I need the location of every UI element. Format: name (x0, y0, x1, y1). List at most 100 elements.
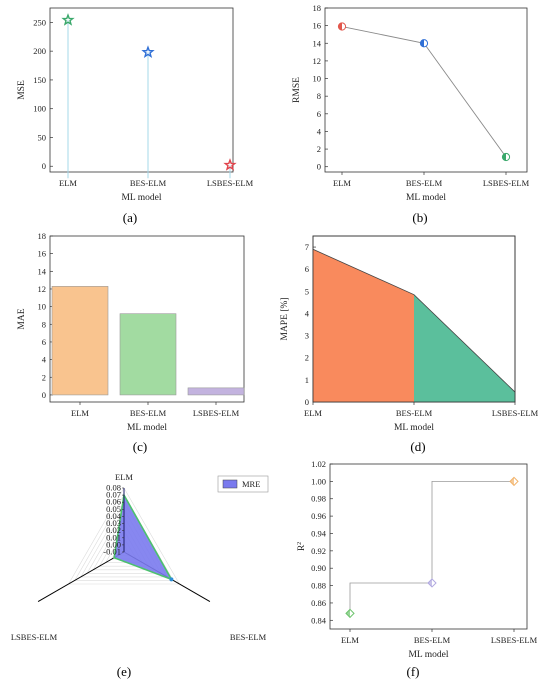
x-tick-label: ELM (59, 178, 77, 188)
plot-frame-top (312, 235, 516, 403)
x-tick-label: ELM (333, 178, 351, 188)
y-tick-label: 2 (42, 372, 46, 382)
y-tick-label: 3 (305, 331, 309, 341)
diamond-marker-fill (346, 609, 350, 618)
radar-spoke (37, 551, 125, 603)
panel-d-mape: 0 1 2 3 4 5 6 7 ELM BES-ELM LSBES-ELM ML model MAPE … (280, 235, 539, 454)
radar-axis-label: BES-ELM (230, 632, 267, 642)
x-tick-label: LSBES-ELM (492, 408, 539, 418)
radar-tick-label: 0.04 (106, 511, 122, 521)
x-axis-label: ML model (408, 650, 448, 660)
y-tick-label: 12 (38, 284, 47, 294)
plot-frame (49, 7, 234, 173)
y-tick-label: 10 (38, 302, 47, 312)
y-tick-label: 0 (317, 162, 321, 172)
x-tick-label: BES-ELM (130, 178, 167, 188)
x-tick-label: LSBES-ELM (207, 178, 254, 188)
y-tick-label: 1 (305, 375, 309, 385)
legend-swatch (222, 479, 238, 489)
y-tick-label: 0.90 (311, 563, 326, 573)
panel-b-rmse: 0 2 4 6 8 10 12 14 16 18 ELM BES-ELM LSBES-ELM ML mod… (292, 3, 530, 225)
y-tick-label: 5 (305, 286, 309, 296)
diamond-marker-fill (510, 477, 514, 486)
y-tick-label: 0.94 (311, 528, 327, 538)
panel-caption: (d) (410, 439, 425, 454)
y-tick-label: 16 (38, 249, 47, 259)
x-tick-label: BES-ELM (414, 635, 451, 645)
area-segment-elm (313, 249, 414, 402)
y-tick-label: 0 (42, 390, 46, 400)
y-tick-label: 4 (317, 126, 322, 136)
y-tick-label: 1.00 (311, 476, 326, 486)
star-marker (223, 158, 237, 171)
y-tick-label: 0.84 (311, 615, 327, 625)
radar-tick-label: 0.07 (106, 490, 121, 500)
radar-axis-label: ELM (115, 472, 133, 482)
y-tick-label: 2 (305, 353, 309, 363)
x-tick-label: LSBES-ELM (483, 178, 530, 188)
x-tick-label: LSBES-ELM (491, 635, 538, 645)
panel-caption: (e) (117, 664, 131, 679)
x-tick-label: ELM (304, 408, 322, 418)
panel-caption: (c) (133, 439, 147, 454)
point-marker-fill (502, 153, 506, 161)
point-marker-fill (420, 39, 424, 47)
panel-f-r2: 0.84 0.86 0.88 0.90 0.92 0.94 0.96 0.98 1.00 1.02… (297, 459, 538, 679)
y-axis-label: MSE (17, 80, 27, 100)
y-tick-label: 12 (313, 56, 322, 66)
x-tick-label: LSBES-ELM (193, 408, 240, 418)
y-tick-label: 0.88 (311, 581, 326, 591)
y-tick-label: 0.92 (311, 546, 326, 556)
panel-a-mse: 0 50 100 150 200 250 ELM BES-ELM LSBES-ELM ML mod… (17, 7, 254, 225)
x-tick-label: BES-ELM (130, 408, 167, 418)
x-tick-label: ELM (341, 635, 359, 645)
y-tick-label: 6 (42, 337, 46, 347)
radar-tick-label: 0.00 (106, 539, 121, 549)
radar-tick-label: 0.02 (106, 525, 121, 535)
y-tick-label: 8 (42, 319, 46, 329)
y-tick-label: 14 (38, 266, 47, 276)
y-tick-label: 10 (313, 74, 322, 84)
panel-caption: (b) (412, 210, 427, 225)
radar-tick-label: 0.03 (106, 518, 121, 528)
y-axis-label: RMSE (292, 77, 302, 103)
y-axis-label: MAE (17, 308, 27, 329)
radar-tick-label: 0.05 (106, 504, 121, 514)
y-tick-label: 150 (33, 75, 46, 85)
panel-c-mae: 0 2 4 6 8 10 12 14 16 18 ELM BES-ELM LSBES-ELM ML mod… (17, 231, 245, 454)
x-axis-label: ML model (127, 423, 167, 433)
legend-label: MRE (242, 479, 260, 489)
bar (51, 286, 109, 396)
y-tick-label: 4 (305, 308, 310, 318)
y-tick-label: 2 (317, 144, 321, 154)
y-axis-label: MAPE [%] (280, 297, 290, 340)
y-tick-label: 18 (38, 231, 47, 241)
y-tick-label: 100 (33, 104, 46, 114)
x-axis-label: ML model (121, 193, 161, 203)
y-tick-label: 0.96 (311, 511, 326, 521)
star-marker (141, 45, 155, 58)
bar (187, 387, 245, 396)
radar-tick-label: 0.06 (106, 497, 121, 507)
y-tick-label: 200 (33, 46, 46, 56)
panel-e-mre-radar: -0.010.000.010.020.030.040.050.060.070.0… (11, 472, 269, 679)
panel-caption: (f) (407, 664, 420, 679)
radar-tick-label: 0.01 (106, 532, 121, 542)
y-tick-label: 1.02 (311, 459, 326, 469)
plot-frame (329, 463, 528, 630)
star-marker (61, 13, 75, 26)
plot-frame (49, 235, 245, 403)
y-tick-label: 0 (305, 397, 309, 407)
y-tick-label: 7 (305, 242, 309, 252)
panel-caption: (a) (123, 210, 137, 225)
diamond-marker-fill (428, 578, 432, 587)
y-tick-label: 14 (313, 38, 322, 48)
area-outline (312, 248, 516, 393)
radar-series-mre (113, 492, 174, 581)
y-tick-label: 18 (313, 3, 322, 13)
radar-point (169, 577, 174, 582)
x-tick-label: ELM (71, 408, 89, 418)
y-tick-label: 0 (42, 161, 46, 171)
y-tick-label: 6 (305, 264, 309, 274)
